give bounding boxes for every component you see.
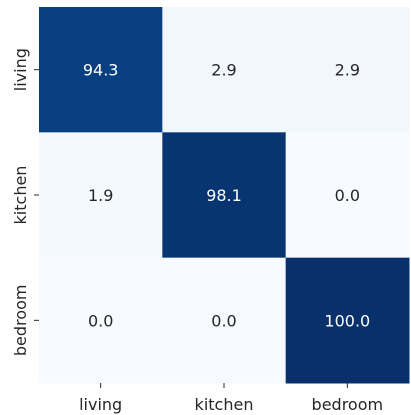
x-axis: living kitchen bedroom bbox=[79, 383, 383, 414]
x-tick-label: living bbox=[79, 395, 122, 414]
x-tick-label: kitchen bbox=[195, 395, 254, 414]
heatmap-cell bbox=[39, 7, 163, 133]
cell-value-label: 94.3 bbox=[83, 61, 119, 80]
y-tick-label: kitchen bbox=[11, 166, 30, 225]
y-tick-label: bedroom bbox=[11, 285, 30, 357]
heatmap-cell bbox=[285, 7, 410, 133]
cell-value-label: 100.0 bbox=[324, 311, 370, 330]
heatmap-cell bbox=[39, 257, 163, 384]
x-tick-label: bedroom bbox=[312, 395, 384, 414]
heatmap-cell bbox=[162, 7, 287, 133]
heatmap-cell bbox=[162, 257, 287, 384]
cell-value-label: 2.9 bbox=[211, 61, 236, 80]
heatmap-cell bbox=[39, 132, 163, 259]
cell-value-label: 98.1 bbox=[206, 186, 242, 205]
y-axis: living kitchen bedroom bbox=[11, 48, 39, 356]
cell-value-label: 1.9 bbox=[88, 186, 113, 205]
heatmap-cell bbox=[285, 257, 410, 384]
heatmap-cell-labels: 94.3 2.9 2.9 1.9 98.1 0.0 0.0 0.0 100.0 bbox=[83, 61, 370, 331]
cell-value-label: 0.0 bbox=[88, 311, 113, 330]
cell-value-label: 0.0 bbox=[335, 186, 360, 205]
heatmap-cell bbox=[285, 132, 410, 259]
cell-value-label: 2.9 bbox=[335, 61, 360, 80]
y-tick-label: living bbox=[11, 48, 30, 91]
heatmap-cell bbox=[162, 132, 287, 259]
cell-value-label: 0.0 bbox=[211, 311, 236, 330]
heatmap-cells bbox=[39, 7, 410, 384]
